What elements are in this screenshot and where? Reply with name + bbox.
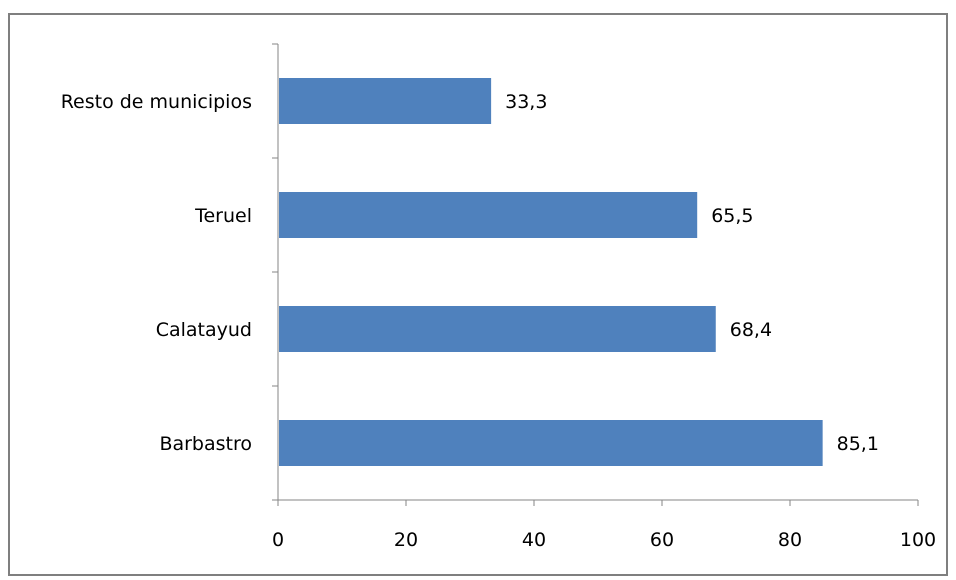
bar [279, 78, 492, 124]
bar [279, 420, 823, 466]
category-label: Barbastro [159, 433, 252, 455]
data-label: 65,5 [711, 205, 753, 227]
x-tick-label: 40 [522, 529, 546, 551]
x-tick-label: 100 [900, 529, 936, 551]
data-label: 33,3 [505, 91, 547, 113]
bar [279, 192, 698, 238]
bar [279, 306, 716, 352]
category-label: Teruel [194, 205, 252, 227]
x-tick-label: 80 [778, 529, 802, 551]
x-tick-label: 20 [394, 529, 418, 551]
category-label: Resto de municipios [61, 91, 252, 113]
data-label: 68,4 [730, 319, 772, 341]
category-label: Calatayud [156, 319, 252, 341]
data-label: 85,1 [837, 433, 879, 455]
x-tick-label: 0 [272, 529, 284, 551]
x-tick-label: 60 [650, 529, 674, 551]
